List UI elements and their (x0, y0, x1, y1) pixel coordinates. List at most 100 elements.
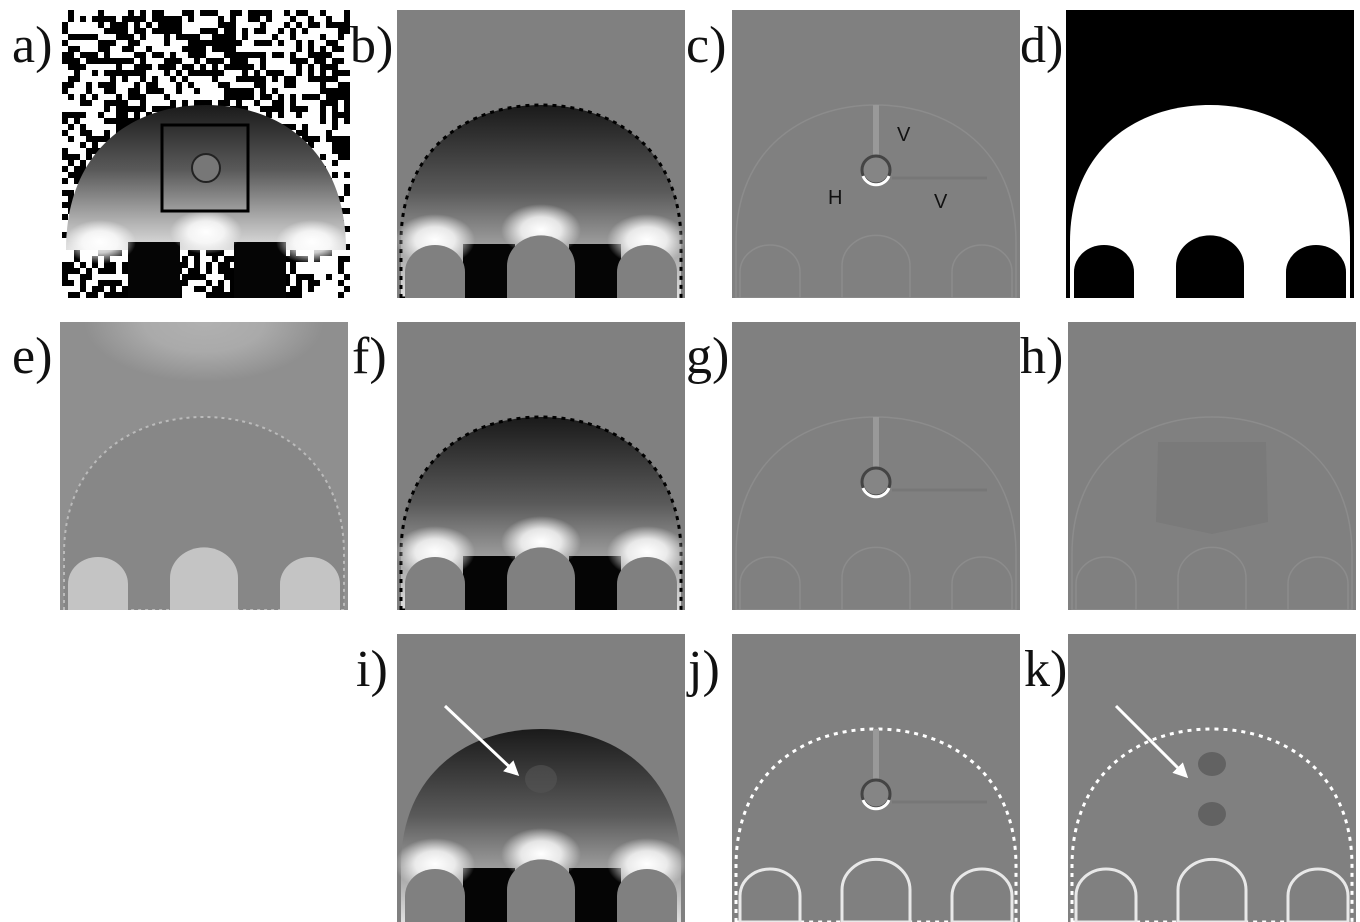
noise (116, 100, 122, 106)
noise (290, 100, 296, 106)
noise (248, 76, 254, 82)
noise (68, 82, 74, 88)
noise (194, 262, 200, 268)
noise (314, 280, 320, 286)
noise (212, 28, 218, 34)
noise (122, 268, 128, 274)
panel-label: d) (1020, 17, 1063, 74)
noise (332, 100, 338, 106)
noise (224, 40, 230, 46)
noise (68, 154, 74, 160)
noise (224, 100, 230, 106)
bump (1176, 235, 1244, 298)
noise (308, 70, 314, 76)
noise (194, 70, 200, 76)
noise (116, 106, 122, 112)
noise (230, 52, 236, 58)
noise (320, 118, 326, 124)
noise (260, 76, 266, 82)
noise (86, 58, 92, 64)
artifact (1198, 802, 1226, 826)
noise (332, 88, 338, 94)
noise (68, 46, 74, 52)
noise (62, 130, 68, 136)
image-panel (1068, 634, 1356, 922)
noise (158, 28, 164, 34)
noise (134, 82, 140, 88)
noise (272, 52, 278, 58)
noise (236, 52, 242, 58)
noise (206, 10, 212, 16)
noise (164, 16, 170, 22)
noise (218, 262, 224, 268)
noise (308, 46, 314, 52)
noise (344, 274, 350, 280)
bump (507, 235, 575, 298)
noise (152, 16, 158, 22)
noise (110, 286, 116, 292)
noise (332, 136, 338, 142)
noise (188, 46, 194, 52)
noise (272, 76, 278, 82)
noise (98, 10, 104, 16)
noise (272, 70, 278, 76)
noise (332, 172, 338, 178)
noise (338, 112, 344, 118)
noise (170, 28, 176, 34)
noise (80, 64, 86, 70)
noise (218, 16, 224, 22)
bump (170, 547, 238, 610)
noise (224, 34, 230, 40)
noise (68, 52, 74, 58)
noise (206, 70, 212, 76)
noise (308, 52, 314, 58)
noise (344, 286, 350, 292)
image-panel (1068, 322, 1356, 610)
noise (290, 58, 296, 64)
noise (122, 286, 128, 292)
artifact (525, 765, 557, 793)
noise (140, 52, 146, 58)
noise (236, 88, 242, 94)
noise (320, 10, 326, 16)
noise (104, 268, 110, 274)
noise (98, 286, 104, 292)
noise (296, 10, 302, 16)
noise (128, 46, 134, 52)
noise (224, 268, 230, 274)
noise (146, 22, 152, 28)
noise (206, 262, 212, 268)
noise (134, 106, 140, 112)
noise (62, 88, 68, 94)
noise (218, 82, 224, 88)
bump (1074, 245, 1134, 298)
noise (338, 70, 344, 76)
noise (338, 28, 344, 34)
noise (218, 100, 224, 106)
noise (326, 64, 332, 70)
noise (140, 70, 146, 76)
noise (80, 124, 86, 130)
noise (182, 274, 188, 280)
noise (104, 292, 110, 298)
noise (86, 52, 92, 58)
noise (230, 34, 236, 40)
panel-bg (1068, 634, 1356, 922)
noise (338, 88, 344, 94)
noise (254, 70, 260, 76)
noise (164, 70, 170, 76)
noise (296, 286, 302, 292)
noise (122, 58, 128, 64)
noise (194, 40, 200, 46)
noise (254, 100, 260, 106)
noise (80, 94, 86, 100)
noise (134, 28, 140, 34)
noise (338, 268, 344, 274)
noise (314, 94, 320, 100)
noise (200, 286, 206, 292)
noise (194, 274, 200, 280)
noise (104, 16, 110, 22)
noise (326, 136, 332, 142)
noise (224, 292, 230, 298)
noise (128, 40, 134, 46)
